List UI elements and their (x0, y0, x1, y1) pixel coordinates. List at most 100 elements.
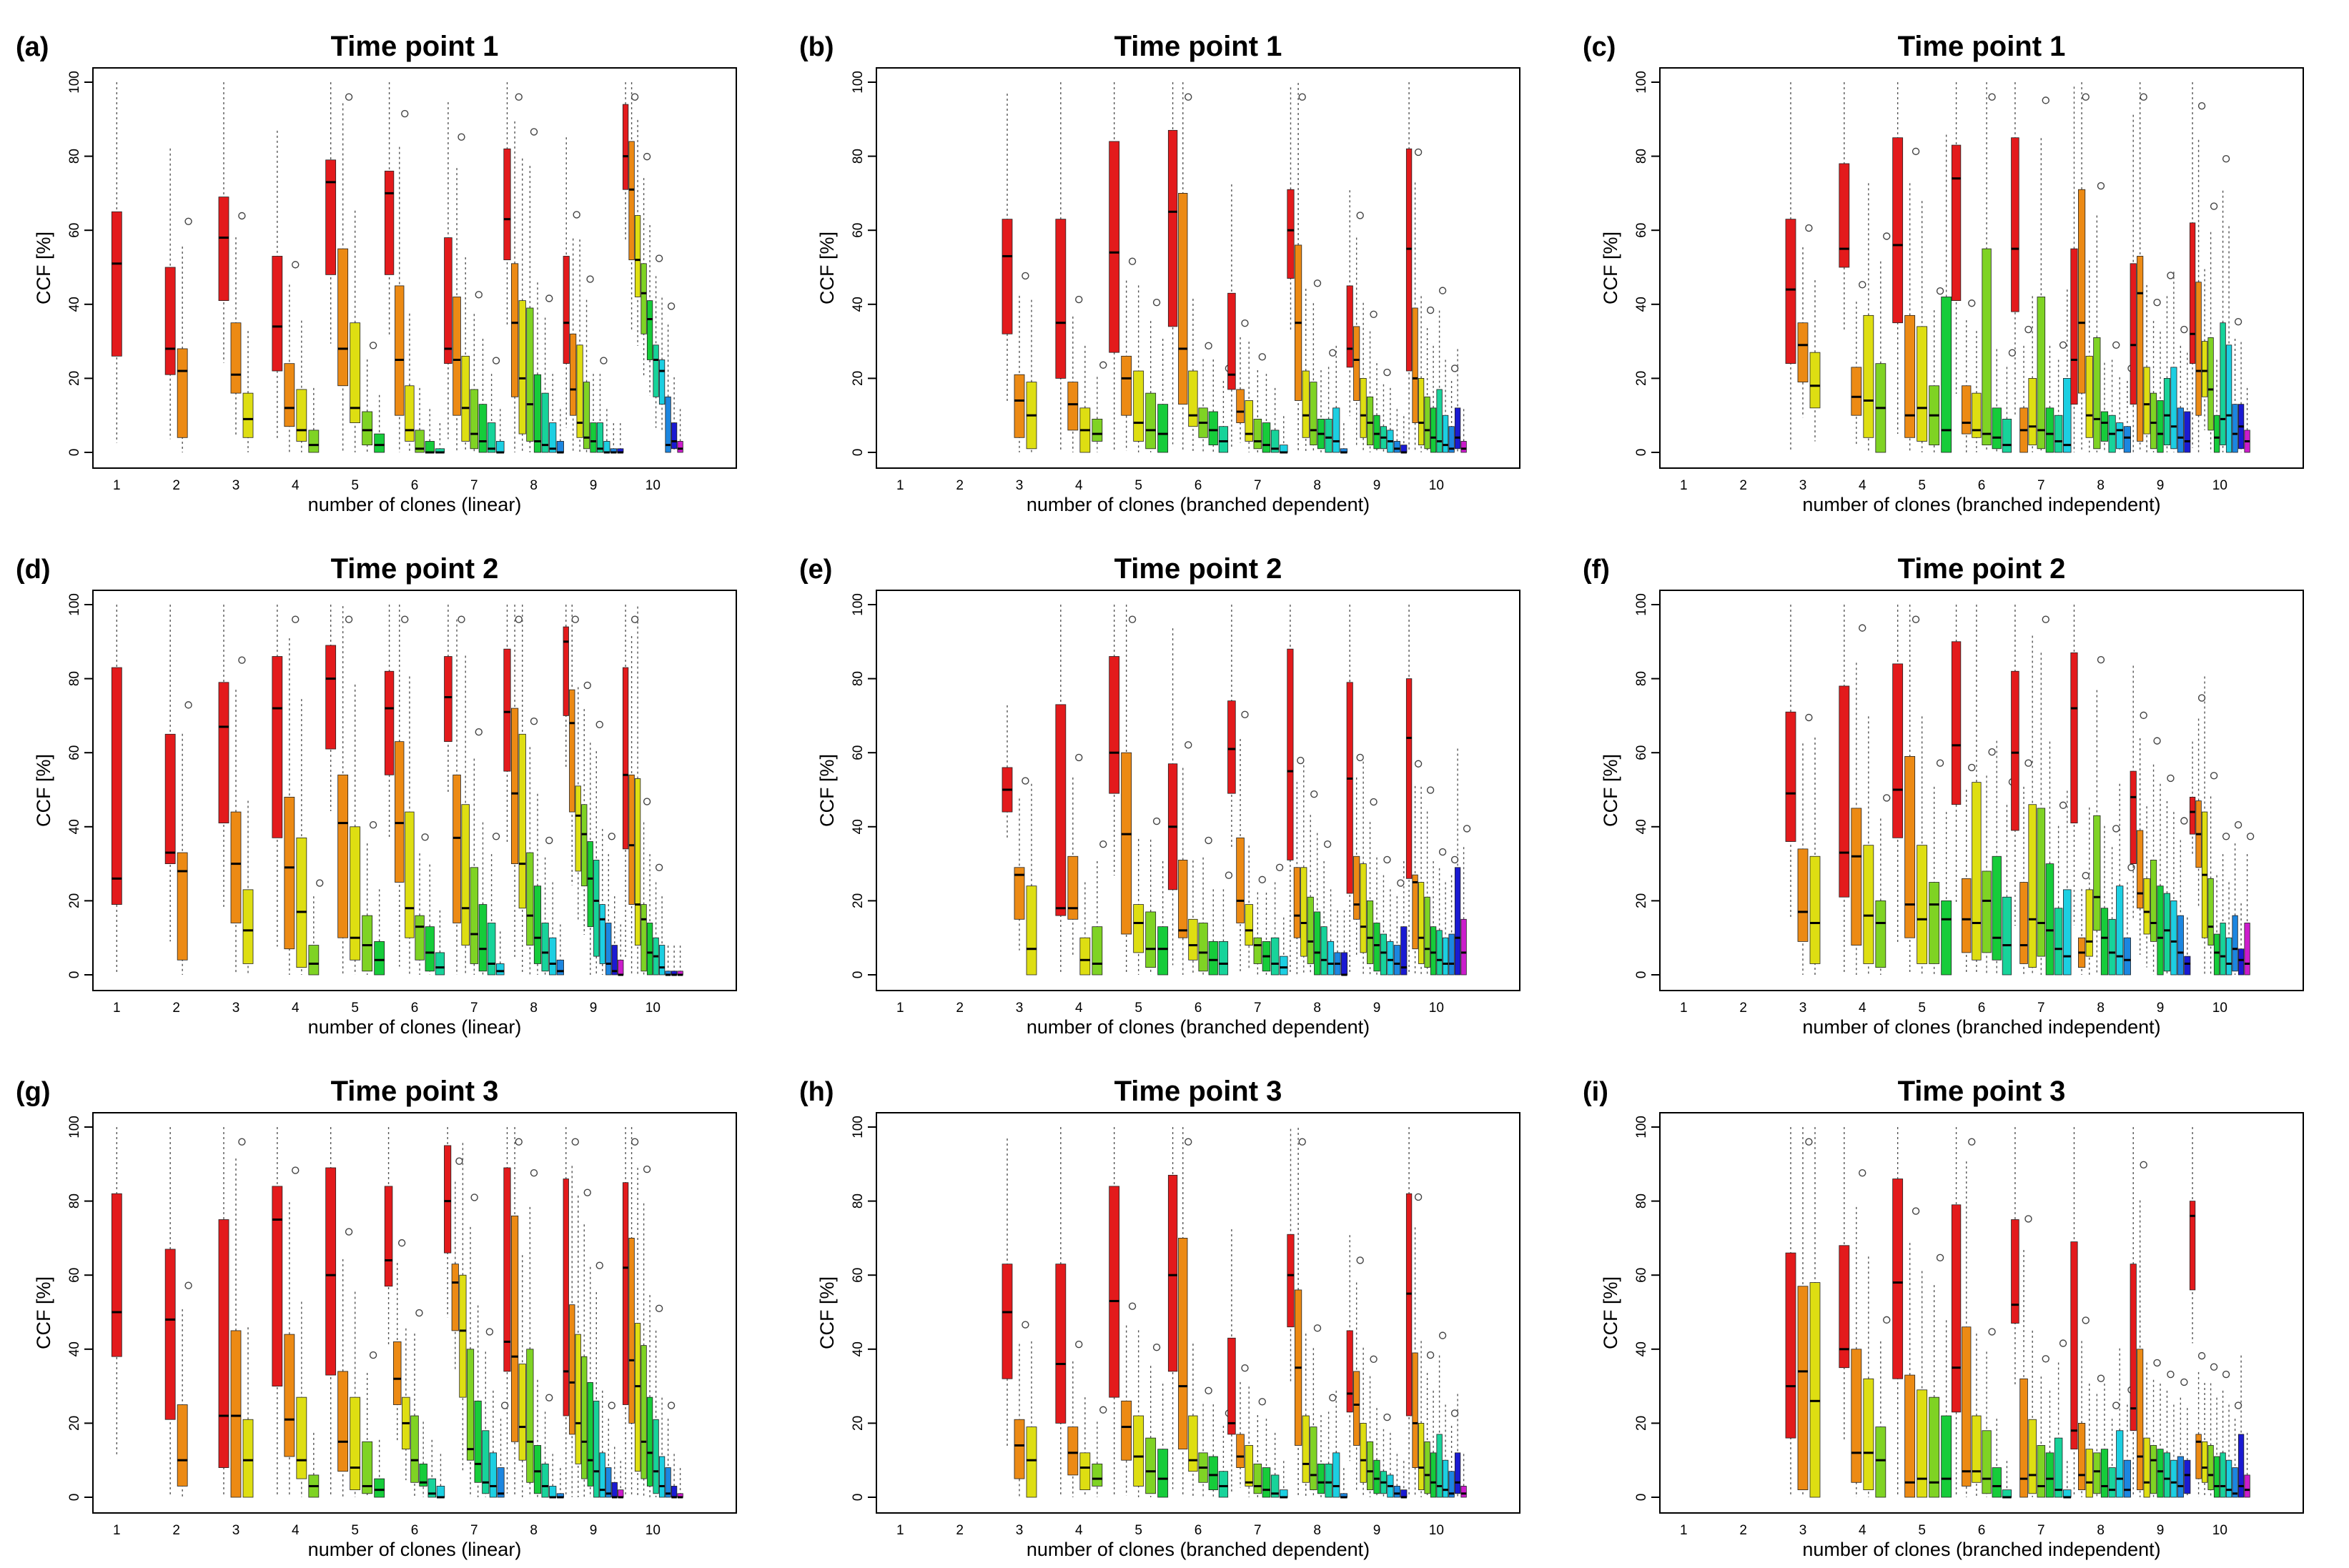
outlier-point (667, 1401, 676, 1409)
box-clone-4 (470, 389, 479, 450)
box-clone-2 (1067, 1426, 1079, 1476)
box-clone-1 (325, 159, 337, 275)
box-clone-7 (2170, 900, 2177, 976)
box-clone-1 (1287, 648, 1294, 860)
box-clone-7 (2225, 344, 2232, 453)
box-clone-3 (1972, 782, 1982, 961)
box-clone-4 (2150, 392, 2157, 450)
box-clone-6 (2002, 1489, 2012, 1498)
outlier-point (1383, 368, 1391, 377)
outlier-point (238, 212, 246, 220)
outlier-point (2024, 1215, 2032, 1223)
y-axis-label: CCF [%] (33, 754, 54, 827)
box-clone-7 (489, 1452, 497, 1498)
box-clone-7 (1442, 415, 1449, 453)
box-clone-9 (2184, 956, 2191, 976)
x-tick-label: 6 (1978, 478, 1986, 493)
x-tick-label: 7 (470, 478, 478, 493)
box-clone-1 (444, 237, 453, 364)
x-tick-label: 5 (1134, 478, 1142, 493)
box-clone-3 (1917, 1389, 1928, 1498)
box-clone-4 (526, 1349, 534, 1483)
box-clone-5 (1208, 411, 1218, 446)
box-clone-2 (2078, 189, 2086, 394)
box-clone-9 (1400, 926, 1408, 976)
box-clone-7 (599, 1452, 605, 1498)
box-clone-1 (1227, 700, 1236, 794)
box-clone-2 (1797, 1286, 1809, 1491)
panel-h: (h) Time point 3 0 20 40 60 80 100 CCF [%] 1 2 3 4 5 6… (799, 1076, 1520, 1560)
box-clone-1 (1892, 663, 1904, 838)
box-clone-6 (427, 1478, 437, 1498)
box-clone-5 (587, 841, 593, 928)
x-tick-label: 10 (2212, 478, 2227, 493)
x-tick-label: 9 (590, 1523, 598, 1538)
box-clone-5 (2045, 407, 2054, 453)
box-clone-5 (1157, 404, 1169, 453)
box-clone-5 (374, 1478, 385, 1498)
box-clone-1 (1785, 219, 1796, 364)
x-tick-label: 1 (113, 1523, 121, 1538)
box-clone-7 (2116, 1430, 2124, 1498)
box-clone-2 (2019, 1378, 2028, 1498)
box-clone-2 (2137, 256, 2144, 442)
outlier-point (397, 1239, 406, 1247)
box-clone-4 (1092, 418, 1103, 442)
box-clone-2 (177, 1404, 188, 1487)
box-clone-4 (1310, 382, 1317, 446)
box-clone-2 (177, 348, 188, 438)
plot-frame (876, 590, 1520, 991)
outlier-point (1968, 1138, 1976, 1146)
box-clone-5 (2213, 415, 2220, 453)
box-clone-4 (1307, 896, 1314, 964)
y-tick-label: 40 (1634, 1341, 1649, 1356)
x-tick-label: 4 (1859, 1001, 1866, 1016)
box-clone-3 (1917, 845, 1928, 964)
box-clone-1 (1002, 1264, 1013, 1379)
panel-letter: (c) (1583, 32, 1616, 62)
box-clone-6 (2163, 893, 2171, 972)
box-clone-5 (1430, 407, 1437, 453)
x-tick-label: 1 (1680, 478, 1688, 493)
box-clone-1 (622, 667, 629, 850)
box-clone-2 (395, 741, 405, 883)
box-clone-9 (2237, 948, 2245, 976)
outlier-point (2234, 1401, 2242, 1409)
outlier-point (530, 1169, 538, 1177)
box-clone-2 (628, 774, 635, 905)
box-clone-7 (2225, 1459, 2232, 1498)
box-clone-5 (1992, 407, 2002, 450)
box-clone-2 (1178, 192, 1188, 405)
box-clone-3 (2028, 804, 2037, 968)
box-clone-5 (419, 1463, 427, 1487)
panel-title: Time point 2 (1114, 553, 1282, 585)
outlier-point (1298, 93, 1306, 101)
box-clone-9 (1454, 1452, 1461, 1494)
box-clone-3 (1245, 400, 1253, 442)
outlier-point (1329, 349, 1337, 357)
box-clone-5 (1941, 900, 1952, 976)
outlier-point (1205, 836, 1212, 845)
outlier-point (2167, 1370, 2175, 1379)
box-clone-3 (634, 778, 641, 946)
box-clone-3 (2028, 378, 2037, 446)
box-clone-6 (2002, 418, 2012, 453)
outlier-point (2059, 801, 2067, 809)
box-clone-1 (622, 1182, 629, 1405)
box-clone-8 (1448, 933, 1455, 976)
x-tick-label: 9 (2157, 1523, 2165, 1538)
outlier-point (643, 152, 651, 161)
box-clone-5 (1992, 855, 2002, 961)
x-tick-label: 2 (172, 478, 180, 493)
outlier-point (2222, 1370, 2230, 1379)
box-clone-4 (362, 1441, 373, 1494)
y-tick-label: 100 (67, 1116, 82, 1138)
outlier-point (2234, 821, 2242, 829)
outlier-point (630, 1138, 639, 1146)
box-clone-4 (2093, 337, 2101, 450)
x-tick-label: 6 (411, 1523, 419, 1538)
box-clone-7 (658, 945, 666, 976)
box-clone-9 (611, 1482, 618, 1498)
outlier-point (1988, 748, 1996, 756)
box-clone-3 (2028, 1419, 2037, 1494)
